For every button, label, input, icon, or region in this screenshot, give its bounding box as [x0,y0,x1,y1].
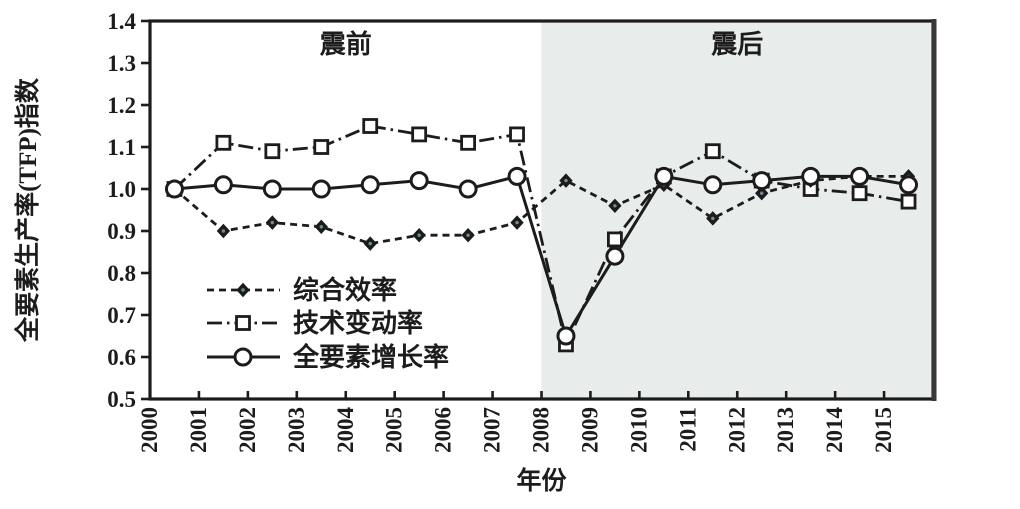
series-line [173,124,909,349]
series-line [174,174,909,340]
legend-label: 技术变动率 [293,308,423,338]
circle-marker [752,171,772,191]
x-tick-label: 2005 [382,407,407,453]
x-tick-label: 2013 [773,407,798,453]
circle-marker [262,179,282,199]
x-tick-label: 2000 [137,407,162,453]
post-earthquake-shaded-region [541,21,933,399]
y-tick-label: 1.2 [107,93,136,118]
circle-marker [213,175,233,195]
x-tick-label: 2014 [822,407,847,454]
x-tick-label: 2011 [675,407,700,452]
circle-marker [164,179,184,199]
circle-marker [801,166,821,186]
y-tick-label: 1.4 [107,9,136,34]
square-marker [851,185,868,202]
y-tick-label: 1.3 [107,51,136,76]
y-tick-label: 0.5 [107,387,136,412]
legend-label: 全要素增长率 [292,342,449,372]
x-tick-label: 2009 [577,407,602,453]
circle-marker [556,326,576,346]
diamond-marker-center [711,216,715,221]
x-tick-label: 2015 [871,407,896,453]
square-marker [411,126,428,143]
diamond-marker-center [221,229,226,233]
diamond-marker-center [270,220,275,225]
y-tick-label: 1.0 [107,177,136,202]
y-tick-label: 0.9 [107,219,136,244]
legend-label: 综合效率 [293,275,397,305]
square-marker [235,315,251,331]
circle-marker [654,166,674,186]
series-line [173,174,909,246]
square-marker [362,118,379,134]
x-tick-label: 2004 [333,407,358,454]
diamond-marker-center [466,233,470,237]
post-region-label: 震后 [711,30,763,59]
diamond-marker-center [368,241,372,246]
y-tick-label: 0.7 [107,303,136,328]
y-tick-label: 0.6 [107,345,136,370]
series-tfp-growth [164,166,919,346]
diamond-marker-center [613,204,617,208]
circle-marker [850,166,870,186]
circle-marker [899,175,919,195]
circle-marker [360,175,380,195]
x-tick-label: 2001 [186,407,211,453]
circle-marker [311,179,331,199]
diamond-marker-center [319,225,323,229]
square-marker [460,134,476,151]
square-marker [215,134,232,151]
diamond-marker-center [564,178,568,183]
circle-marker [703,175,723,195]
x-axis: 2000 2001 2002 2003 2004 2005 2006 2007 2008 2009… [137,391,896,453]
x-tick-label: 2006 [431,407,456,453]
square-marker [704,143,721,160]
circle-marker [605,246,625,266]
y-axis-title: 全要素生产率(TFP)指数 [13,77,42,343]
y-tick-label: 0.8 [107,261,136,286]
circle-marker [233,347,253,367]
x-tick-label: 2012 [724,407,749,453]
circle-marker [507,166,527,186]
x-tick-label: 2002 [235,407,260,453]
x-axis-title: 年份 [516,466,566,495]
x-tick-label: 2008 [529,407,554,453]
y-tick-label: 1.1 [107,135,136,160]
x-tick-label: 2003 [284,407,309,453]
square-marker [509,126,525,143]
diamond-marker-center [417,233,421,237]
square-marker [313,139,330,155]
diamond-marker-center [760,191,764,195]
circle-marker [458,179,478,199]
pre-region-label: 震前 [320,29,372,59]
x-tick-label: 2007 [480,407,505,453]
x-tick-label: 2010 [626,407,651,453]
circle-marker [409,171,429,191]
square-marker [607,231,623,248]
square-marker [264,143,281,160]
diamond-marker-center [241,288,245,292]
square-marker [900,193,917,210]
diamond-marker-center [515,220,519,225]
